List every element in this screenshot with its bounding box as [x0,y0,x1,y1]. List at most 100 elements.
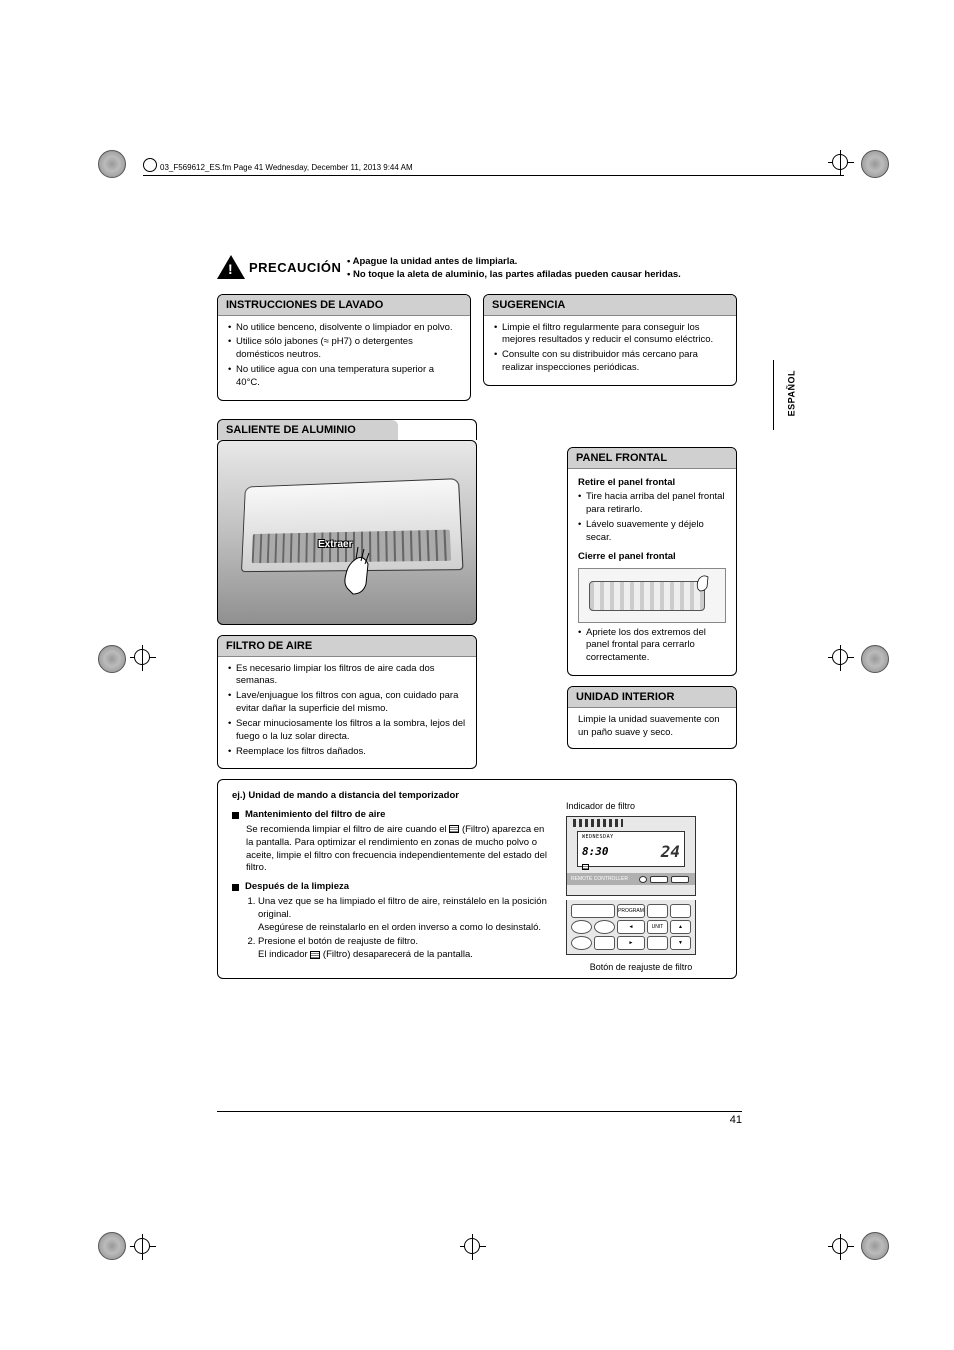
indicator-label: Indicador de filtro [566,800,716,812]
remote-btn: ► [617,936,645,950]
remote-button-panel: PROGRAM ◄ UNIT ▲ ► ▼ [566,900,696,955]
crop-cross-ml [130,645,156,671]
remote-btn: ▲ [670,920,691,934]
page-footer-line [217,1111,742,1112]
step2b-b: (Filtro) desaparecerá de la pantalla. [323,949,473,960]
square-bullet-icon [232,884,239,891]
caution-icon-group: PRECAUCIÓN [217,255,337,279]
air-filter-item-2: Lave/enjuague los filtros con agua, con … [228,690,466,716]
maint-title-text: Mantenimiento del filtro de aire [245,809,385,822]
close-item-1: Apriete los dos extremos del panel front… [578,627,726,665]
hint-header: SUGERENCIA [484,295,736,316]
remote-strip-label: REMOTE CONTROLLER [571,876,628,883]
ac-unit-diagram: Extraer [217,440,477,625]
remove-item-1: Tire hacia arriba del panel frontal para… [578,491,726,517]
crop-cross-br [828,1234,854,1260]
crop-cross-tr [828,150,854,176]
filter-icon [449,825,459,833]
hint-item-2: Consulte con su distribuidor más cercano… [494,349,726,375]
crop-mark-mr [861,645,889,673]
remote-screen: WEDNESDAY 8:30 24 [577,831,685,867]
crop-mark-br [861,1232,889,1260]
close-panel-diagram [578,568,726,623]
col-left: INSTRUCCIONES DE LAVADO No utilice bence… [217,294,471,411]
middle-left: SALIENTE DE ALUMINIO Extraer FILTRO DE A… [217,419,477,780]
page-number: 41 [730,1114,742,1126]
screen-time: 8:30 [582,845,609,860]
after-title-text: Después de la limpieza [245,881,349,894]
step2b-a: El indicador [258,949,310,960]
crop-mark-tr [861,150,889,178]
remote-power-icon [639,876,647,883]
page-header-line [143,175,844,176]
remove-item-2: Lávelo suavemente y déjelo secar. [578,519,726,545]
crop-mark-bl [98,1232,126,1260]
caution-text: • Apague la unidad antes de limpiarla. •… [347,255,737,282]
remote-area: Indicador de filtro WEDNESDAY 8:30 24 RE… [566,800,716,977]
washing-header: INSTRUCCIONES DE LAVADO [218,295,470,316]
remote-btn [594,936,615,950]
timer-left-col: Mantenimiento del filtro de aire Se reco… [232,809,552,962]
language-tab: ESPAÑOL [786,370,796,416]
screen-filter-icon [582,864,589,870]
washing-item-1: No utilice benceno, disolvente o limpiad… [228,322,460,335]
caution-line-1: • Apague la unidad antes de limpiarla. [347,255,737,268]
hint-item-1: Limpie el filtro regularmente para conse… [494,322,726,348]
indoor-header: UNIDAD INTERIOR [568,687,736,708]
remote-vent-icon [573,819,623,827]
hand-icon [328,539,388,609]
remote-strip: REMOTE CONTROLLER [567,873,695,885]
screen-day: WEDNESDAY [582,834,680,841]
filter-icon [310,951,320,959]
indoor-unit-section: UNIDAD INTERIOR Limpie la unidad suaveme… [567,686,737,749]
remote-btn [671,876,689,883]
remote-btn [571,904,615,918]
step-1: Una vez que se ha limpiado el filtro de … [258,896,552,934]
step2a: Presione el botón de reajuste de filtro. [258,936,552,949]
hint-body: Limpie el filtro regularmente para conse… [484,316,736,385]
hand-press-icon [693,569,723,599]
washing-item-2: Utilice sólo jabones (≈ pH7) o detergent… [228,336,460,362]
air-filter-section: FILTRO DE AIRE Es necesario limpiar los … [217,635,477,770]
caution-label: PRECAUCIÓN [249,260,341,275]
maint-text: Se recomienda limpiar el filtro de aire … [246,824,552,875]
middle-right: PANEL FRONTAL Retire el panel frontal Ti… [489,419,737,759]
aluminum-section: SALIENTE DE ALUMINIO [217,419,477,440]
hint-section: SUGERENCIA Limpie el filtro regularmente… [483,294,737,386]
air-filter-item-3: Secar minuciosamente los filtros a la so… [228,718,466,744]
page-header-text: 03_F569612_ES.fm Page 41 Wednesday, Dece… [160,163,413,172]
middle-row: SALIENTE DE ALUMINIO Extraer FILTRO DE A… [217,419,737,780]
after-steps: Una vez que se ha limpiado el filtro de … [258,896,552,962]
step1a: Una vez que se ha limpiado el filtro de … [258,896,552,922]
remote-btn: ◄ [617,920,645,934]
screen-temp: 24 [661,841,680,863]
timer-remote-section: ej.) Unidad de mando a distancia del tem… [217,779,737,979]
washing-item-3: No utilice agua con una temperatura supe… [228,364,460,390]
washing-section: INSTRUCCIONES DE LAVADO No utilice bence… [217,294,471,401]
indoor-body: Limpie la unidad suavemente con un paño … [568,708,736,748]
reset-label: Botón de reajuste de filtro [566,961,716,973]
after-title: Después de la limpieza [232,881,552,894]
maint-title: Mantenimiento del filtro de aire [232,809,552,822]
remote-btn [594,920,615,934]
step1b: Asegúrese de reinstalarlo en el orden in… [258,922,552,935]
remove-panel-title: Retire el panel frontal [578,477,726,490]
remote-btn: ▼ [670,936,691,950]
page-content: PRECAUCIÓN • Apague la unidad antes de l… [217,255,737,979]
top-columns: INSTRUCCIONES DE LAVADO No utilice bence… [217,294,737,411]
remote-btn [670,904,691,918]
small-ac-shape [589,581,705,611]
caution-row: PRECAUCIÓN • Apague la unidad antes de l… [217,255,737,282]
remote-btn [647,904,668,918]
remote-display: WEDNESDAY 8:30 24 REMOTE CONTROLLER [566,816,696,896]
crop-cross-mr [828,645,854,671]
caution-line-2: • No toque la aleta de aluminio, las par… [347,268,737,281]
header-crop-icon [143,158,157,172]
remote-btn [647,936,668,950]
square-bullet-icon [232,812,239,819]
remote-btn [650,876,668,883]
maint-text-a: Se recomienda limpiar el filtro de aire … [246,824,449,835]
remote-btn: UNIT [647,920,668,934]
front-panel-section: PANEL FRONTAL Retire el panel frontal Ti… [567,447,737,676]
front-panel-header: PANEL FRONTAL [568,448,736,469]
